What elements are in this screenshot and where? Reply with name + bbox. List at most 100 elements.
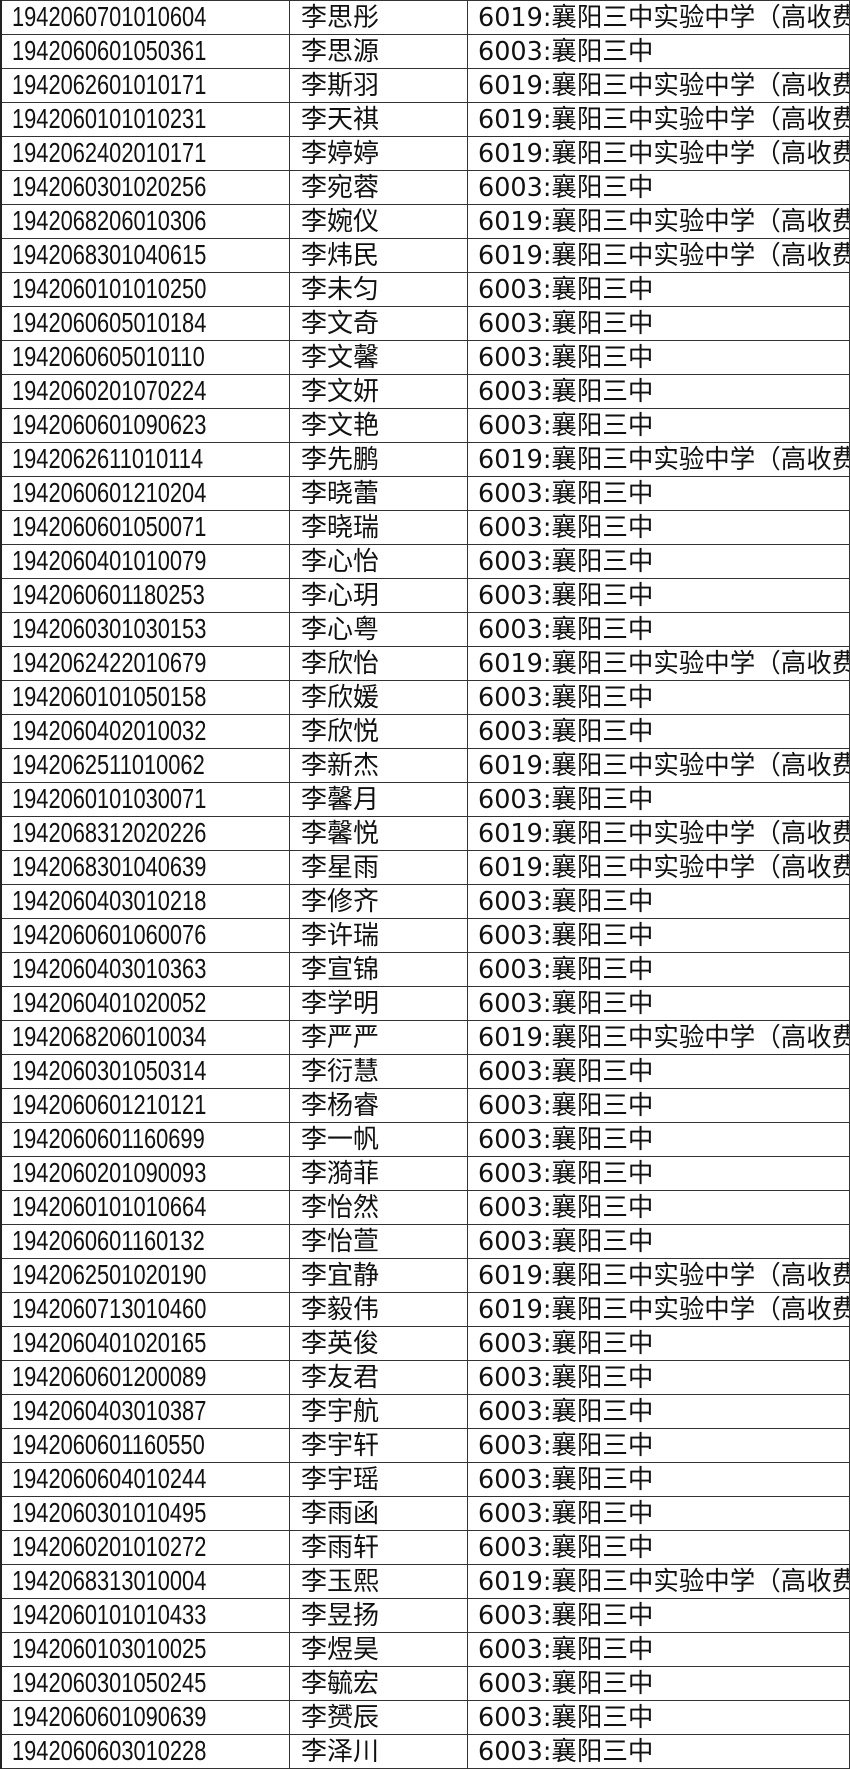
- student-id-cell: 1942060604010244: [0, 1462, 290, 1497]
- student-id-cell: 1942060403010218: [0, 884, 290, 919]
- school-name: 6003:襄阳三中: [478, 954, 654, 985]
- school-name: 6003:襄阳三中: [478, 1192, 654, 1223]
- student-id: 1942062601010171: [12, 69, 207, 101]
- school-name: 6019:襄阳三中实验中学（高收费）: [478, 70, 850, 101]
- student-id: 1942060101010664: [12, 1191, 207, 1223]
- school-cell: 6003:襄阳三中: [467, 1156, 850, 1191]
- student-id: 1942062611010114: [12, 443, 204, 475]
- table-row: 1942060101030071 李馨月 6003:襄阳三中: [0, 782, 850, 817]
- student-name: 李衍慧: [301, 1056, 380, 1087]
- student-id: 1942060101030071: [12, 783, 207, 815]
- student-id: 1942060701010604: [12, 1, 207, 33]
- student-id-cell: 1942060605010110: [0, 340, 290, 375]
- school-name: 6019:襄阳三中实验中学（高收费）: [478, 648, 850, 679]
- student-id: 1942060201090093: [12, 1157, 207, 1189]
- student-name: 李文奇: [301, 308, 380, 339]
- student-id-cell: 1942060601200089: [0, 1360, 290, 1395]
- table-row: 1942060403010363 李宣锦 6003:襄阳三中: [0, 952, 850, 987]
- table-row: 1942062501020190 李宜静 6019:襄阳三中实验中学（高收费）: [0, 1258, 850, 1293]
- school-cell: 6003:襄阳三中: [467, 782, 850, 817]
- student-id: 1942060301050245: [12, 1667, 207, 1699]
- student-name: 李馨悦: [301, 818, 380, 849]
- student-id-cell: 1942068312020226: [0, 816, 290, 851]
- student-id: 1942060601200089: [12, 1361, 207, 1393]
- student-id: 1942062422010679: [12, 647, 207, 679]
- school-name: 6019:襄阳三中实验中学（高收费）: [478, 1294, 850, 1325]
- student-id-cell: 1942060401010079: [0, 544, 290, 579]
- school-name: 6003:襄阳三中: [478, 682, 654, 713]
- student-name: 李宇瑶: [301, 1464, 380, 1495]
- student-name: 李思源: [301, 36, 380, 67]
- student-id: 1942060401020165: [12, 1327, 207, 1359]
- school-cell: 6019:襄阳三中实验中学（高收费）: [467, 1258, 850, 1293]
- student-id: 1942060601060076: [12, 919, 207, 951]
- student-name-cell: 李欣怡: [289, 646, 468, 681]
- student-id-cell: 1942060402010032: [0, 714, 290, 749]
- student-id-cell: 1942062601010171: [0, 68, 290, 103]
- school-name: 6019:襄阳三中实验中学（高收费）: [478, 1566, 850, 1597]
- student-name-cell: 李文奇: [289, 306, 468, 341]
- table-row: 1942060601050361 李思源 6003:襄阳三中: [0, 34, 850, 69]
- student-name: 李文馨: [301, 342, 380, 373]
- table-row: 1942060201090093 李漪菲 6003:襄阳三中: [0, 1156, 850, 1191]
- table-row: 1942060301050245 李毓宏 6003:襄阳三中: [0, 1666, 850, 1701]
- table-row: 1942068313010004 李玉熙 6019:襄阳三中实验中学（高收费）: [0, 1564, 850, 1599]
- student-name-cell: 李思源: [289, 34, 468, 69]
- student-id: 1942060401010079: [12, 545, 207, 577]
- student-id-cell: 1942060301030153: [0, 612, 290, 647]
- student-id: 1942062402010171: [12, 137, 207, 169]
- student-id: 1942060603010228: [12, 1735, 207, 1767]
- student-name-cell: 李馨悦: [289, 816, 468, 851]
- school-cell: 6003:襄阳三中: [467, 544, 850, 579]
- table-row: 1942060601160550 李宇轩 6003:襄阳三中: [0, 1428, 850, 1463]
- school-cell: 6019:襄阳三中实验中学（高收费）: [467, 238, 850, 273]
- school-name: 6003:襄阳三中: [478, 784, 654, 815]
- table-row: 1942060713010460 李毅伟 6019:襄阳三中实验中学（高收费）: [0, 1292, 850, 1327]
- table-row: 1942060601210121 李杨睿 6003:襄阳三中: [0, 1088, 850, 1123]
- student-id-cell: 1942060601210204: [0, 476, 290, 511]
- table-row: 1942060402010032 李欣悦 6003:襄阳三中: [0, 714, 850, 749]
- student-id: 1942060601210121: [12, 1089, 207, 1121]
- student-id-cell: 1942060201090093: [0, 1156, 290, 1191]
- school-cell: 6019:襄阳三中实验中学（高收费）: [467, 204, 850, 239]
- student-name: 李宛蓉: [301, 172, 380, 203]
- school-cell: 6003:襄阳三中: [467, 1700, 850, 1735]
- school-name: 6003:襄阳三中: [478, 512, 654, 543]
- student-id-cell: 1942060201070224: [0, 374, 290, 409]
- student-name-cell: 李英俊: [289, 1326, 468, 1361]
- school-cell: 6003:襄阳三中: [467, 1224, 850, 1259]
- student-name-cell: 李雨轩: [289, 1530, 468, 1565]
- student-name-cell: 李星雨: [289, 850, 468, 885]
- school-cell: 6003:襄阳三中: [467, 510, 850, 545]
- student-name-cell: 李友君: [289, 1360, 468, 1395]
- school-cell: 6003:襄阳三中: [467, 1734, 850, 1769]
- student-id: 1942068206010306: [12, 205, 207, 237]
- student-id: 1942068206010034: [12, 1021, 207, 1053]
- student-id-cell: 1942060101030071: [0, 782, 290, 817]
- student-id-cell: 1942068206010034: [0, 1020, 290, 1055]
- school-name: 6003:襄阳三中: [478, 1362, 654, 1393]
- school-cell: 6019:襄阳三中实验中学（高收费）: [467, 102, 850, 137]
- table-row: 1942068206010034 李严严 6019:襄阳三中实验中学（高收费）: [0, 1020, 850, 1055]
- table-row: 1942060301010495 李雨函 6003:襄阳三中: [0, 1496, 850, 1531]
- student-id-cell: 1942060601060076: [0, 918, 290, 953]
- school-cell: 6003:襄阳三中: [467, 1360, 850, 1395]
- table-row: 1942060601160699 李一帆 6003:襄阳三中: [0, 1122, 850, 1157]
- student-id-cell: 1942060301020256: [0, 170, 290, 205]
- table-row: 1942060301020256 李宛蓉 6003:襄阳三中: [0, 170, 850, 205]
- student-name-cell: 李炜民: [289, 238, 468, 273]
- school-cell: 6003:襄阳三中: [467, 680, 850, 715]
- school-name: 6003:襄阳三中: [478, 1430, 654, 1461]
- table-row: 1942060401020052 李学明 6003:襄阳三中: [0, 986, 850, 1021]
- student-name: 李英俊: [301, 1328, 380, 1359]
- student-name: 李煜昊: [301, 1634, 380, 1665]
- student-id-cell: 1942068301040639: [0, 850, 290, 885]
- student-name-cell: 李婉仪: [289, 204, 468, 239]
- table-row: 1942060101010250 李未匀 6003:襄阳三中: [0, 272, 850, 307]
- school-name: 6019:襄阳三中实验中学（高收费）: [478, 818, 850, 849]
- student-name: 李欣媛: [301, 682, 380, 713]
- student-name: 李怡然: [301, 1192, 380, 1223]
- student-name: 李宜静: [301, 1260, 380, 1291]
